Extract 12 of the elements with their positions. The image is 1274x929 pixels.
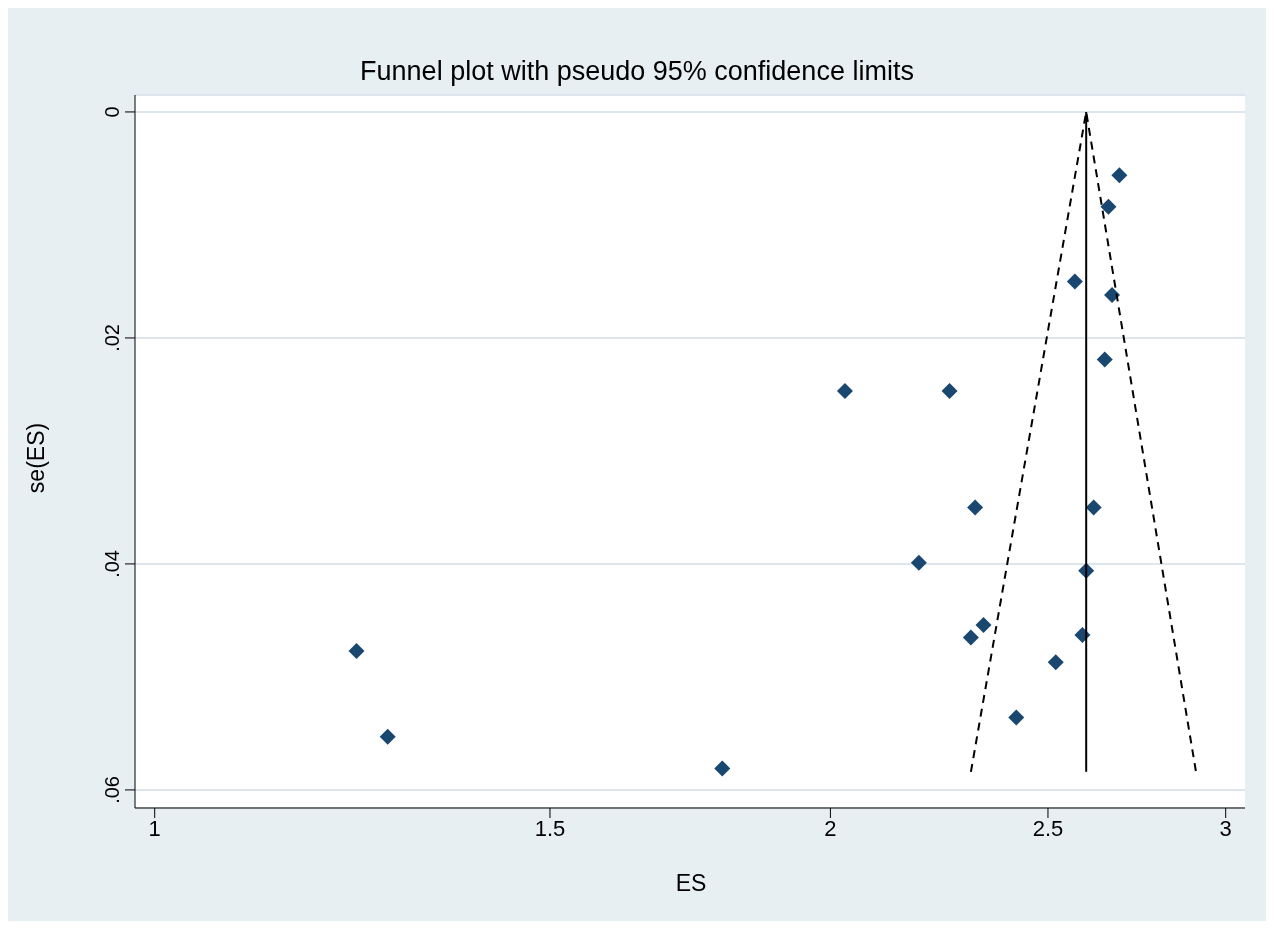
- x-tick-label: 3: [1219, 815, 1232, 841]
- x-tick-label: 2: [824, 815, 837, 841]
- y-tick-label: .04: [101, 550, 123, 578]
- x-tick-label: 2.5: [1032, 815, 1064, 841]
- chart-title: Funnel plot with pseudo 95% confidence limits: [359, 56, 915, 87]
- y-axis-title: se(ES): [22, 422, 50, 494]
- x-tick-label: 1: [148, 815, 161, 841]
- x-tick-label: 1.5: [534, 815, 566, 841]
- y-tick-label: 0: [101, 106, 123, 118]
- y-tick-label: .02: [101, 324, 123, 352]
- x-axis-title: ES: [675, 870, 707, 896]
- y-tick-label: .06: [101, 776, 123, 804]
